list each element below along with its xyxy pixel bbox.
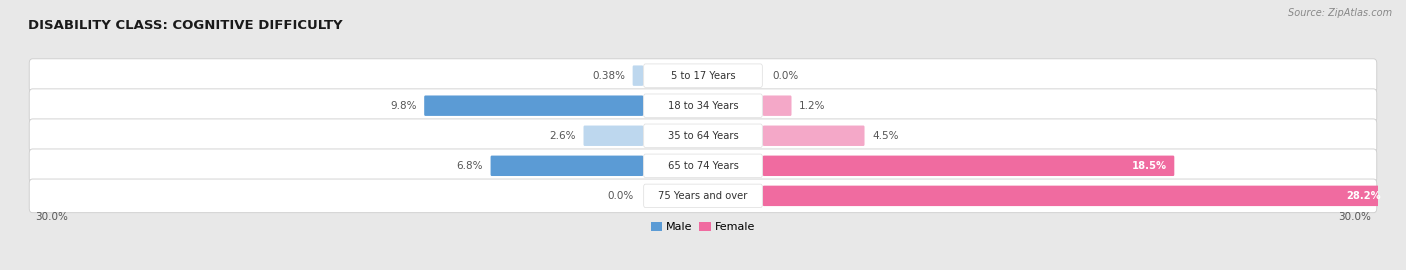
- Text: 0.0%: 0.0%: [607, 191, 633, 201]
- Text: 9.8%: 9.8%: [389, 101, 416, 111]
- FancyBboxPatch shape: [30, 89, 1376, 123]
- FancyBboxPatch shape: [425, 96, 644, 116]
- Text: DISABILITY CLASS: COGNITIVE DIFFICULTY: DISABILITY CLASS: COGNITIVE DIFFICULTY: [28, 19, 343, 32]
- Text: 75 Years and over: 75 Years and over: [658, 191, 748, 201]
- FancyBboxPatch shape: [30, 59, 1376, 93]
- FancyBboxPatch shape: [644, 64, 762, 87]
- FancyBboxPatch shape: [491, 156, 644, 176]
- Text: 4.5%: 4.5%: [872, 131, 898, 141]
- Text: 6.8%: 6.8%: [457, 161, 482, 171]
- Text: 30.0%: 30.0%: [35, 212, 67, 222]
- FancyBboxPatch shape: [583, 126, 644, 146]
- FancyBboxPatch shape: [762, 186, 1389, 206]
- FancyBboxPatch shape: [30, 149, 1376, 183]
- FancyBboxPatch shape: [644, 184, 762, 208]
- Text: 2.6%: 2.6%: [550, 131, 576, 141]
- FancyBboxPatch shape: [762, 126, 865, 146]
- Text: Source: ZipAtlas.com: Source: ZipAtlas.com: [1288, 8, 1392, 18]
- FancyBboxPatch shape: [644, 94, 762, 117]
- FancyBboxPatch shape: [762, 96, 792, 116]
- FancyBboxPatch shape: [762, 156, 1174, 176]
- FancyBboxPatch shape: [644, 124, 762, 147]
- FancyBboxPatch shape: [30, 179, 1376, 213]
- Text: 30.0%: 30.0%: [1339, 212, 1371, 222]
- FancyBboxPatch shape: [644, 154, 762, 177]
- Text: 5 to 17 Years: 5 to 17 Years: [671, 71, 735, 81]
- Legend: Male, Female: Male, Female: [647, 217, 759, 237]
- FancyBboxPatch shape: [30, 119, 1376, 153]
- Text: 65 to 74 Years: 65 to 74 Years: [668, 161, 738, 171]
- Text: 18 to 34 Years: 18 to 34 Years: [668, 101, 738, 111]
- FancyBboxPatch shape: [633, 65, 644, 86]
- Text: 0.38%: 0.38%: [592, 71, 624, 81]
- Text: 18.5%: 18.5%: [1132, 161, 1167, 171]
- Text: 28.2%: 28.2%: [1347, 191, 1381, 201]
- Text: 0.0%: 0.0%: [773, 71, 799, 81]
- Text: 1.2%: 1.2%: [799, 101, 825, 111]
- Text: 35 to 64 Years: 35 to 64 Years: [668, 131, 738, 141]
